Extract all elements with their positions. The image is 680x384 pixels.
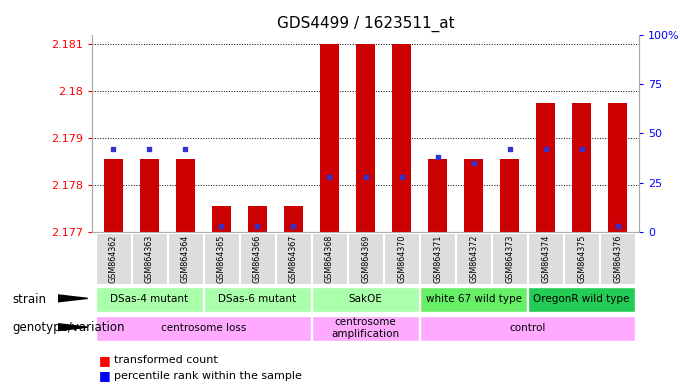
Bar	[96, 233, 131, 284]
Text: GSM864371: GSM864371	[433, 235, 442, 283]
Text: ■: ■	[99, 354, 110, 367]
Bar	[420, 287, 527, 312]
Point	[612, 223, 623, 230]
Text: centrosome
amplification: centrosome amplification	[331, 317, 400, 339]
Text: centrosome loss: centrosome loss	[160, 323, 246, 333]
Text: DSas-4 mutant: DSas-4 mutant	[110, 294, 188, 304]
Bar	[536, 103, 556, 232]
Text: percentile rank within the sample: percentile rank within the sample	[114, 371, 301, 381]
Bar	[96, 287, 203, 312]
Point	[540, 146, 551, 152]
Text: transformed count: transformed count	[114, 355, 218, 365]
Text: GSM864364: GSM864364	[181, 235, 190, 283]
Text: GSM864366: GSM864366	[253, 235, 262, 283]
Bar	[312, 287, 419, 312]
Bar	[96, 316, 311, 341]
Bar	[420, 233, 455, 284]
Point	[468, 160, 479, 166]
Text: strain: strain	[12, 293, 46, 306]
Bar	[564, 233, 599, 284]
Bar	[248, 207, 267, 232]
Point	[180, 146, 191, 152]
Text: control: control	[509, 323, 546, 333]
Point	[252, 223, 263, 230]
Bar	[204, 287, 311, 312]
Bar	[168, 233, 203, 284]
Text: GSM864369: GSM864369	[361, 235, 370, 283]
Bar	[500, 159, 520, 232]
Bar	[464, 159, 483, 232]
Bar	[284, 207, 303, 232]
Text: genotype/variation: genotype/variation	[12, 321, 124, 334]
Title: GDS4499 / 1623511_at: GDS4499 / 1623511_at	[277, 16, 454, 32]
Bar	[492, 233, 527, 284]
Bar	[103, 159, 123, 232]
Bar	[320, 44, 339, 232]
Point	[396, 174, 407, 180]
Text: GSM864372: GSM864372	[469, 235, 478, 283]
Bar	[139, 159, 159, 232]
Point	[108, 146, 119, 152]
Bar	[384, 233, 419, 284]
Bar	[600, 233, 635, 284]
Point	[144, 146, 155, 152]
Text: GSM864370: GSM864370	[397, 235, 406, 283]
Point	[288, 223, 299, 230]
Bar	[348, 233, 383, 284]
Bar	[204, 233, 239, 284]
Bar	[276, 233, 311, 284]
Point	[216, 223, 227, 230]
Text: GSM864375: GSM864375	[577, 235, 586, 283]
Text: DSas-6 mutant: DSas-6 mutant	[218, 294, 296, 304]
Polygon shape	[58, 295, 88, 302]
Text: OregonR wild type: OregonR wild type	[533, 294, 630, 304]
Bar	[132, 233, 167, 284]
Text: GSM864373: GSM864373	[505, 235, 514, 283]
Text: GSM864374: GSM864374	[541, 235, 550, 283]
Bar	[312, 233, 347, 284]
Bar	[528, 287, 635, 312]
Text: GSM864376: GSM864376	[613, 235, 622, 283]
Point	[504, 146, 515, 152]
Point	[432, 154, 443, 160]
Bar	[240, 233, 275, 284]
Point	[360, 174, 371, 180]
Bar	[392, 44, 411, 232]
Text: GSM864365: GSM864365	[217, 235, 226, 283]
Point	[324, 174, 335, 180]
Text: SakOE: SakOE	[349, 294, 382, 304]
Text: GSM864363: GSM864363	[145, 235, 154, 283]
Bar	[175, 159, 195, 232]
Text: white 67 wild type: white 67 wild type	[426, 294, 522, 304]
Point	[576, 146, 587, 152]
Bar	[528, 233, 563, 284]
Text: ■: ■	[99, 369, 110, 382]
Text: GSM864362: GSM864362	[109, 235, 118, 283]
Bar	[456, 233, 491, 284]
Bar	[312, 316, 419, 341]
Polygon shape	[58, 324, 88, 331]
Bar	[356, 44, 375, 232]
Text: GSM864368: GSM864368	[325, 235, 334, 283]
Bar	[428, 159, 447, 232]
Bar	[420, 316, 635, 341]
Text: GSM864367: GSM864367	[289, 235, 298, 283]
Bar	[608, 103, 628, 232]
Bar	[572, 103, 592, 232]
Bar	[211, 207, 231, 232]
